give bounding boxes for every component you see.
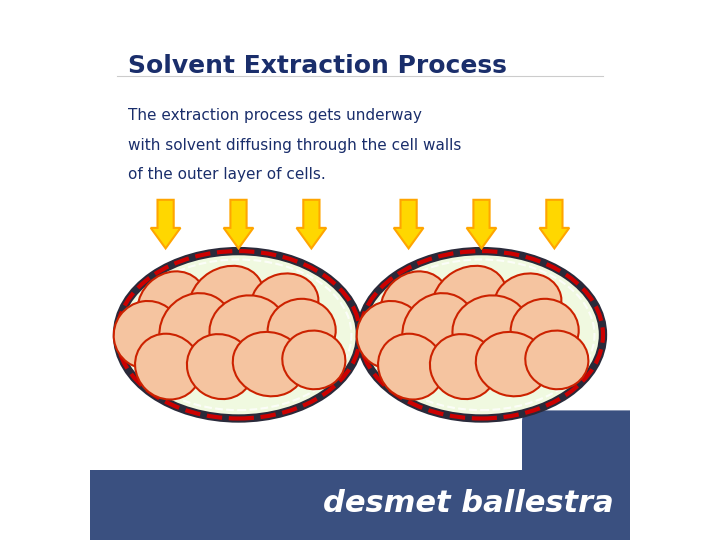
Ellipse shape	[476, 332, 548, 396]
FancyArrow shape	[394, 200, 423, 248]
Ellipse shape	[510, 299, 579, 362]
Ellipse shape	[187, 334, 253, 399]
Text: desmet ballestra: desmet ballestra	[323, 489, 613, 518]
Ellipse shape	[452, 295, 530, 366]
Ellipse shape	[360, 251, 603, 418]
Ellipse shape	[233, 332, 305, 396]
Ellipse shape	[282, 330, 346, 389]
Ellipse shape	[402, 293, 476, 368]
Ellipse shape	[159, 293, 233, 368]
Ellipse shape	[430, 334, 497, 399]
Text: of the outer layer of cells.: of the outer layer of cells.	[128, 167, 325, 183]
Ellipse shape	[189, 266, 264, 334]
FancyArrow shape	[539, 200, 570, 248]
Ellipse shape	[135, 334, 201, 400]
Ellipse shape	[114, 301, 181, 369]
Text: Solvent Extraction Process: Solvent Extraction Process	[128, 54, 507, 78]
FancyBboxPatch shape	[90, 470, 630, 540]
Ellipse shape	[117, 251, 360, 418]
Ellipse shape	[494, 273, 562, 333]
Text: The extraction process gets underway: The extraction process gets underway	[128, 108, 422, 123]
Ellipse shape	[380, 272, 449, 340]
Ellipse shape	[268, 299, 336, 362]
FancyBboxPatch shape	[90, 470, 387, 508]
FancyBboxPatch shape	[522, 410, 641, 486]
Ellipse shape	[356, 301, 424, 369]
Ellipse shape	[251, 273, 318, 333]
FancyArrow shape	[467, 200, 496, 248]
Text: with solvent diffusing through the cell walls: with solvent diffusing through the cell …	[128, 138, 462, 153]
Ellipse shape	[526, 330, 588, 389]
Ellipse shape	[378, 334, 444, 400]
Ellipse shape	[138, 272, 206, 340]
Ellipse shape	[432, 266, 506, 334]
FancyArrow shape	[297, 200, 326, 248]
FancyArrow shape	[150, 200, 181, 248]
Ellipse shape	[210, 295, 287, 366]
Bar	[90, 470, 630, 540]
FancyArrow shape	[224, 200, 253, 248]
